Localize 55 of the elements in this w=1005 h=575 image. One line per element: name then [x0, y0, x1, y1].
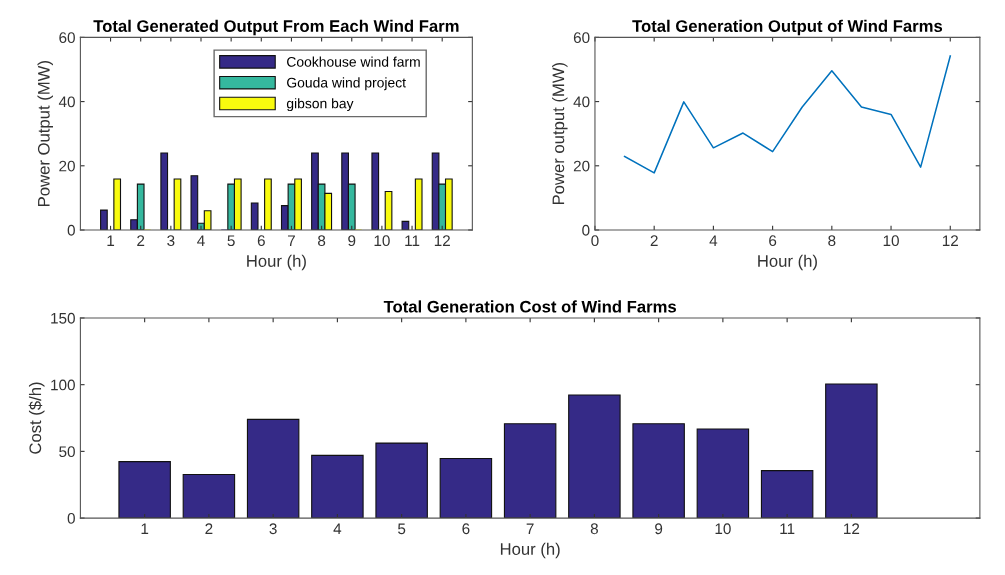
legend-label: gibson bay	[286, 98, 354, 112]
x-tick-label: 4	[197, 235, 205, 246]
x-tick-label: 2	[205, 523, 213, 535]
x-tick-label: 2	[650, 235, 658, 246]
y-tick-label: 20	[573, 160, 590, 172]
x-tick-label: 1	[141, 523, 149, 535]
y-tick-label: 0	[582, 224, 590, 236]
chart-title: Total Generation Cost of Wind Farms	[383, 300, 676, 313]
x-tick-label: 3	[167, 235, 175, 247]
x-tick-label: 6	[462, 523, 470, 535]
x-tick-label: 10	[715, 523, 731, 535]
x-tick-label: 8	[318, 235, 326, 247]
x-tick-label: 10	[883, 235, 899, 247]
x-tick-label: 7	[526, 523, 534, 535]
x-axis-title: Hour (h)	[247, 254, 306, 271]
x-tick-label: 2	[137, 235, 145, 246]
x-tick-label: 11	[780, 523, 795, 535]
y-tick-label: 100	[51, 379, 75, 391]
x-tick-label: 8	[590, 523, 598, 535]
x-tick-label: 5	[398, 523, 406, 535]
y-tick-label: 60	[573, 32, 590, 44]
x-tick-label: 8	[828, 235, 836, 247]
y-tick-label: 60	[59, 32, 75, 44]
y-axis-title: Power output (MW)	[552, 62, 568, 205]
y-tick-label: 20	[59, 160, 75, 172]
y-tick-label: 50	[59, 446, 75, 458]
x-tick-label: 9	[348, 235, 356, 247]
x-tick-label: 3	[269, 523, 277, 535]
y-tick-label: 150	[51, 312, 75, 324]
x-tick-label: 11	[405, 235, 420, 246]
x-tick-label: 4	[709, 235, 718, 246]
x-tick-label: 4	[333, 523, 342, 535]
legend-label: Cookhouse wind farm	[287, 56, 420, 67]
x-tick-label: 12	[434, 235, 450, 246]
y-tick-label: 0	[67, 224, 75, 236]
x-tick-label: 6	[769, 235, 777, 247]
x-tick-label: 7	[287, 235, 295, 246]
x-axis-title: Hour (h)	[758, 254, 817, 271]
x-tick-label: 9	[655, 523, 663, 535]
x-axis-title: Hour (h)	[500, 542, 560, 559]
x-tick-label: 5	[227, 235, 235, 247]
x-tick-label: 10	[374, 235, 390, 247]
x-tick-label: 6	[257, 235, 265, 247]
chart-title: Total Generation Output of Wind Farms	[632, 19, 943, 36]
y-axis-title: Cost ($/h)	[28, 382, 45, 454]
x-tick-label: 12	[844, 523, 860, 535]
chart-title: Total Generated Output From Each Wind Farm	[93, 19, 459, 36]
x-tick-label: 12	[942, 235, 958, 246]
x-tick-label: 0	[591, 235, 599, 247]
y-tick-label: 40	[573, 96, 590, 108]
y-axis-title: Power Output (MW)	[37, 61, 53, 206]
y-tick-label: 0	[67, 512, 75, 524]
legend-label: Gouda wind project	[287, 77, 406, 91]
x-tick-label: 1	[107, 235, 115, 246]
y-tick-label: 40	[58, 96, 75, 108]
